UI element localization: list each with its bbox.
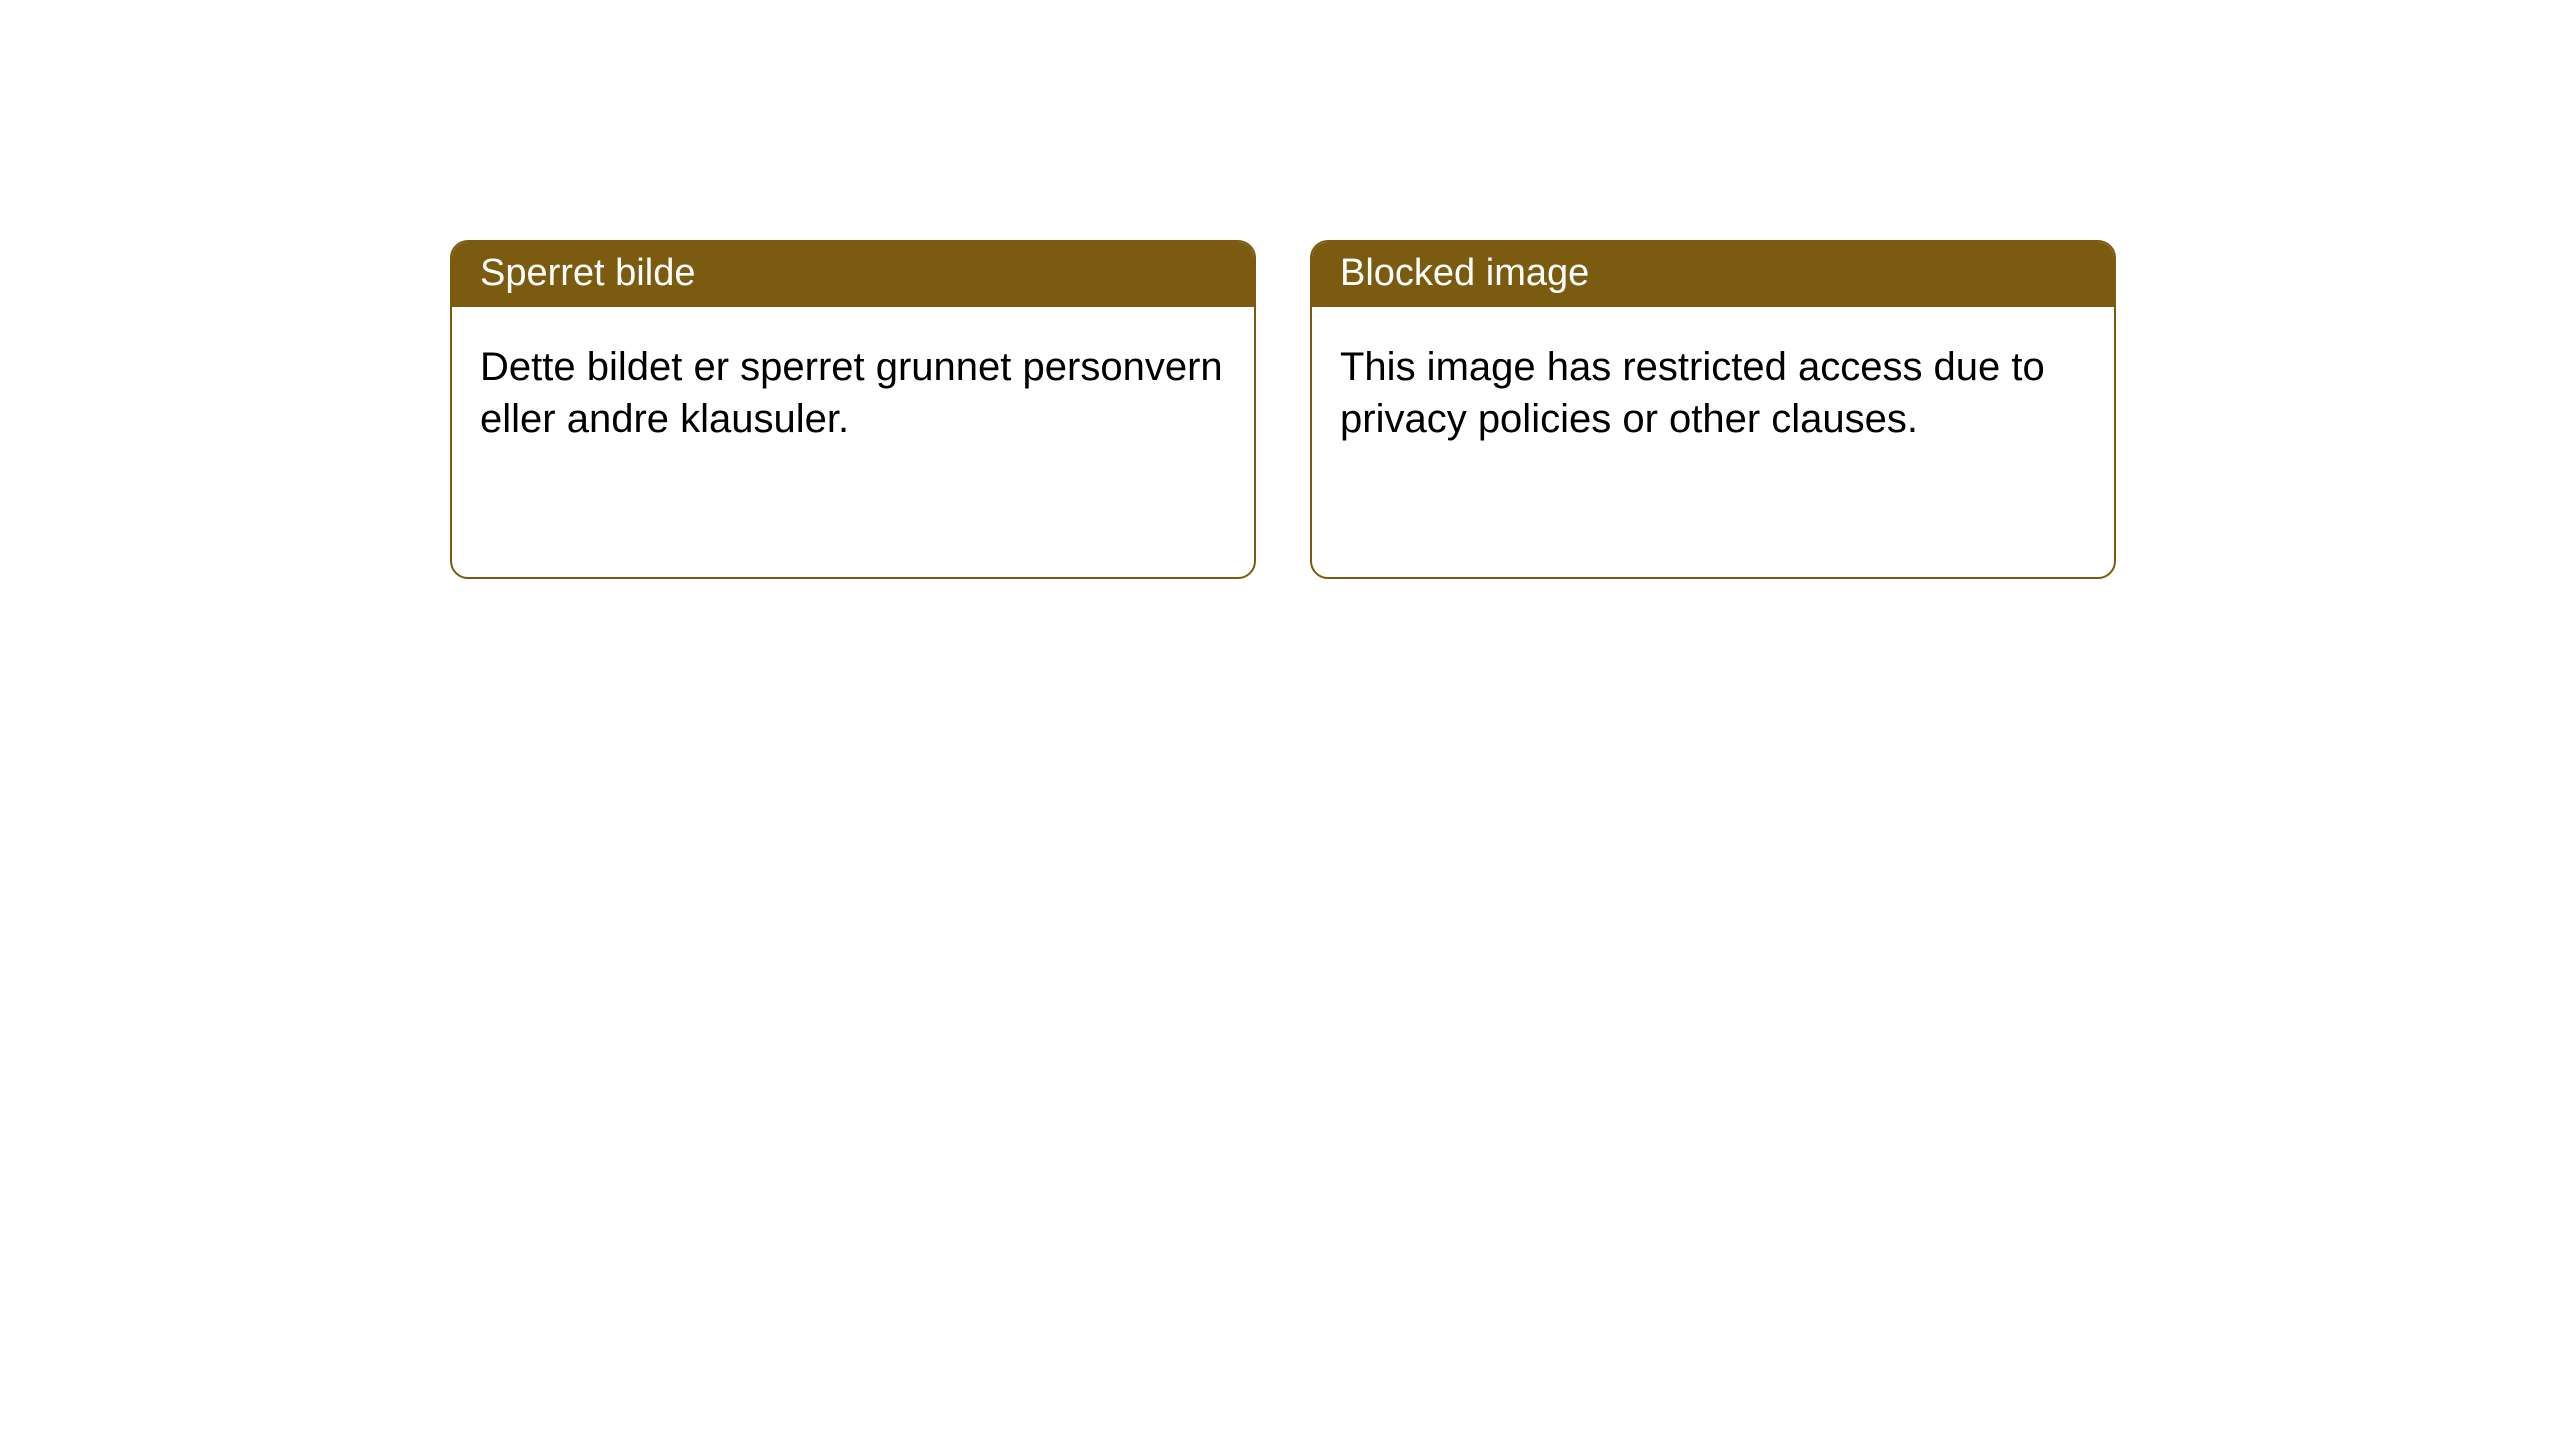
card-body: Dette bildet er sperret grunnet personve… xyxy=(452,307,1254,577)
notice-container: Sperret bilde Dette bildet er sperret gr… xyxy=(0,0,2560,579)
card-header: Sperret bilde xyxy=(452,242,1254,307)
card-body: This image has restricted access due to … xyxy=(1312,307,2114,577)
notice-card-norwegian: Sperret bilde Dette bildet er sperret gr… xyxy=(450,240,1256,579)
card-header: Blocked image xyxy=(1312,242,2114,307)
notice-card-english: Blocked image This image has restricted … xyxy=(1310,240,2116,579)
